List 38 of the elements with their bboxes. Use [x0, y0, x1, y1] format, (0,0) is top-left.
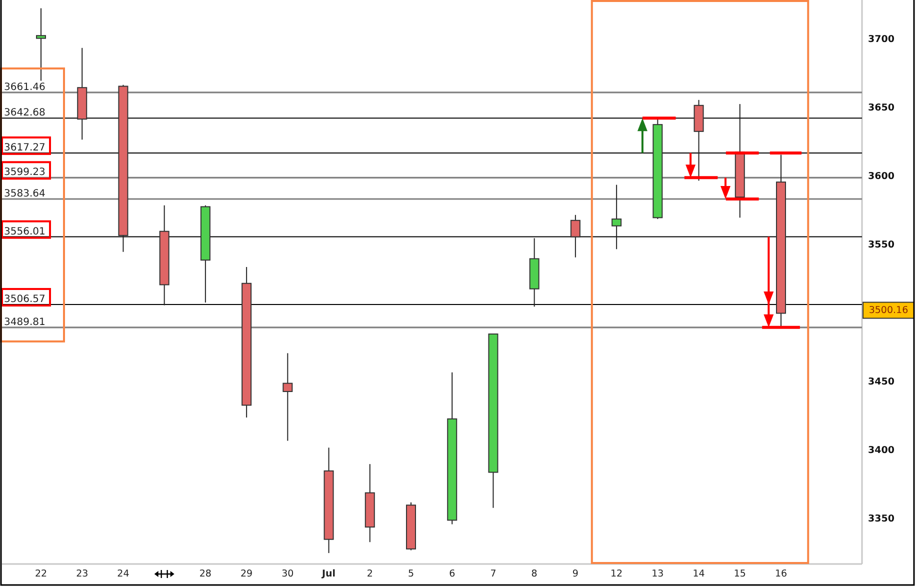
ref-line-label: 3583.64	[4, 188, 46, 200]
candlestick	[282, 352, 293, 442]
x-tick-label: 29	[240, 568, 253, 580]
ref-line-label: 3489.81	[4, 316, 46, 328]
x-tick-label: 13	[652, 568, 664, 580]
x-tick-label: 5	[408, 568, 414, 580]
ref-line-label: 3642.68	[4, 108, 46, 119]
text: 3500.16	[868, 304, 908, 316]
candlestick	[612, 184, 622, 250]
y-tick-label: 3450	[868, 376, 895, 388]
x-tick-label: 22	[34, 568, 48, 580]
candlestick	[36, 8, 46, 82]
x-tick-label: 28	[199, 568, 212, 580]
x-tick-label: 2	[366, 568, 373, 580]
y-tick-label: 3600	[868, 171, 895, 182]
ref-line-label: 3617.27	[4, 142, 46, 154]
y-tick-label: 3550	[868, 240, 895, 251]
x-tick-label: 16	[774, 568, 788, 580]
x-tick-label: 14	[692, 568, 705, 580]
x-tick-label: 30	[282, 568, 294, 580]
ref-line-label: 3661.46	[4, 82, 46, 93]
candlestick	[570, 214, 580, 258]
x-tick-label: 15	[734, 568, 746, 580]
y-tick-label: 3400	[868, 444, 895, 456]
x-tick-label: 24	[117, 568, 130, 580]
ref-line-label: 3556.01	[4, 226, 46, 238]
x-tick-label: 9	[572, 568, 578, 580]
y-tick-label: 3650	[868, 102, 895, 114]
y-tick-label: 3350	[868, 513, 895, 524]
ref-line-label: 3599.23	[4, 167, 46, 178]
x-tick-label: 7	[490, 568, 496, 580]
ref-line-label: 3506.57	[4, 294, 46, 305]
x-tick-label: 8	[531, 568, 538, 580]
y-tick-label: 3700	[868, 34, 895, 46]
x-tick-label: 23	[76, 568, 88, 580]
x-tick-label: Jul	[320, 568, 336, 580]
x-tick-label: 6	[449, 568, 456, 580]
x-tick-label: 12	[610, 568, 623, 580]
